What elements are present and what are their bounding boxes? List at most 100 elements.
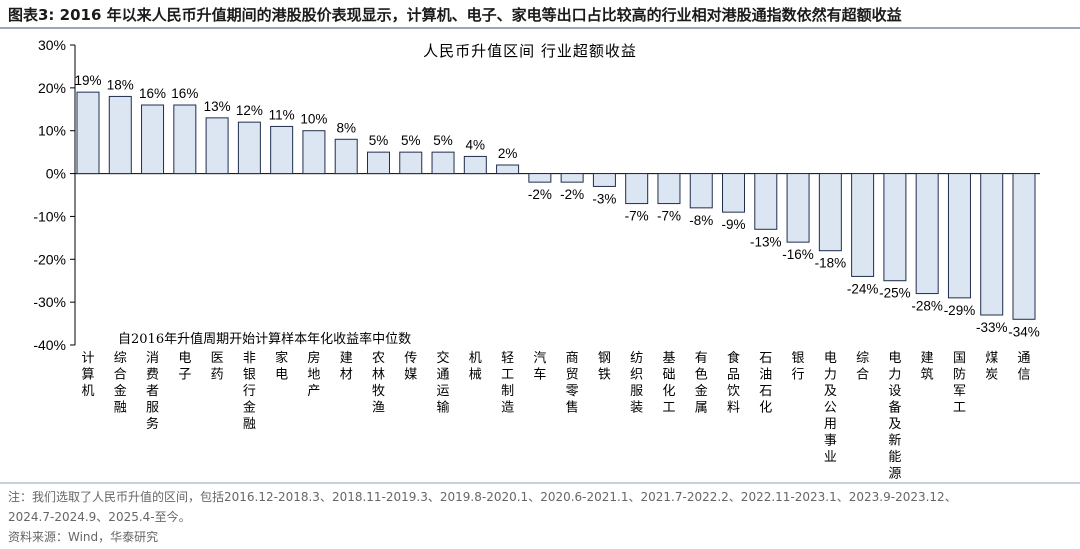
bar [1012,173,1036,320]
category-label: 国防军工 [953,351,966,416]
data-label: 10% [300,112,327,127]
bar [431,151,455,175]
bar [560,173,584,183]
category-label: 纺织服装 [630,351,643,416]
category-label: 消费者服务 [146,351,159,432]
top-divider [0,27,1080,29]
data-label: -16% [782,247,814,262]
category-label: 传媒 [404,351,417,383]
data-label: 11% [269,107,295,122]
category-label: 通信 [1017,351,1030,383]
data-label: 5% [433,133,453,148]
data-label: -7% [657,209,681,224]
bar [108,95,132,175]
footnote-line2: 2024.7-2024.9、2025.4-至今。 [8,510,191,524]
category-label: 石油石化 [759,351,772,416]
y-tick-label: 30% [38,37,66,53]
y-tick-label: 0% [46,166,66,182]
data-label: 18% [107,77,134,92]
category-label: 煤炭 [985,351,998,383]
category-label: 农林牧渔 [372,351,385,416]
category-label: 计算机 [81,351,94,399]
figure-title: 图表3: 2016 年以来人民币升值期间的港股股价表现显示，计算机、电子、家电等… [8,6,902,24]
footnote-line1: 注：我们选取了人民币升值的区间，包括2016.12-2018.3、2018.11… [8,490,957,504]
data-label: -24% [847,281,879,296]
data-label: -8% [689,213,713,228]
category-label: 房地产 [307,350,320,399]
data-label: 16% [139,86,166,101]
category-label: 非银行金融 [243,351,256,432]
bar [399,151,423,175]
data-label: 5% [401,133,421,148]
bar [76,91,100,175]
y-tick-label: -10% [33,208,66,224]
bar [270,125,294,175]
category-label: 食品饮料 [727,350,740,416]
bar-chart: 30% 20% 10% 0% -10% -20% -30% -40% 19% 计算机 18% 综合金融… [33,37,1040,480]
chart-annotation: 自2016年升值周期开始计算样本年化收益率中位数 [118,331,411,347]
category-label: 医药 [211,351,224,383]
data-label: -9% [722,217,746,232]
bar [205,117,229,175]
data-label: -33% [976,320,1008,335]
category-label: 家电 [275,350,288,383]
data-label: 12% [236,103,263,118]
data-label: 5% [369,133,389,148]
data-label: -18% [815,256,847,271]
bar [334,138,358,175]
data-label: 4% [466,137,486,152]
bar [915,173,939,295]
bar [883,173,907,282]
category-label: 汽车 [533,351,546,383]
category-label: 建材 [340,351,353,383]
data-label: -2% [528,187,552,202]
bar [947,173,971,299]
category-label: 建筑 [921,351,934,383]
bar [786,173,810,243]
data-label: 16% [171,86,198,101]
data-label: -13% [750,234,782,249]
data-label: -29% [944,303,976,318]
data-label: -34% [1008,324,1040,339]
bar [302,130,326,175]
data-label: -25% [879,286,911,301]
category-label: 基础化工 [662,351,675,416]
data-label: 2% [498,146,518,161]
bottom-divider [0,482,1080,484]
bar [657,173,681,205]
category-label: 电力及公用事业 [824,351,837,465]
bar [689,173,713,209]
bar [366,151,390,175]
category-label: 机械 [469,351,482,383]
data-label: -7% [625,209,649,224]
bar [851,173,875,277]
y-tick-label: 10% [38,123,66,139]
category-label: 商贸零售 [566,351,579,416]
data-label: -3% [592,191,616,206]
category-label: 银行 [792,351,805,383]
bar [528,173,552,183]
category-label: 电子 [178,351,191,383]
y-tick-label: 20% [38,80,66,96]
data-label: 13% [204,99,231,114]
y-tick-label: -30% [33,294,66,310]
category-label: 交通运输 [437,350,450,416]
bar [141,104,165,175]
category-label: 电力设备及新能源 [888,351,901,480]
chart-title: 人民币升值区间 行业超额收益 [423,42,637,60]
y-tick-label: -40% [33,337,66,353]
data-label: -2% [560,187,584,202]
source-note: 资料来源：Wind，华泰研究 [8,530,159,544]
bar [173,104,197,175]
data-label: 8% [336,120,356,135]
data-label: -28% [911,299,943,314]
bar [722,173,746,213]
bar [818,173,842,252]
bar [237,121,261,175]
data-label: 19% [74,73,101,88]
bar [496,164,520,175]
bar [463,155,487,175]
category-label: 钢铁 [598,351,611,383]
category-label: 有色金属 [695,351,708,416]
category-label: 综合 [856,351,869,383]
